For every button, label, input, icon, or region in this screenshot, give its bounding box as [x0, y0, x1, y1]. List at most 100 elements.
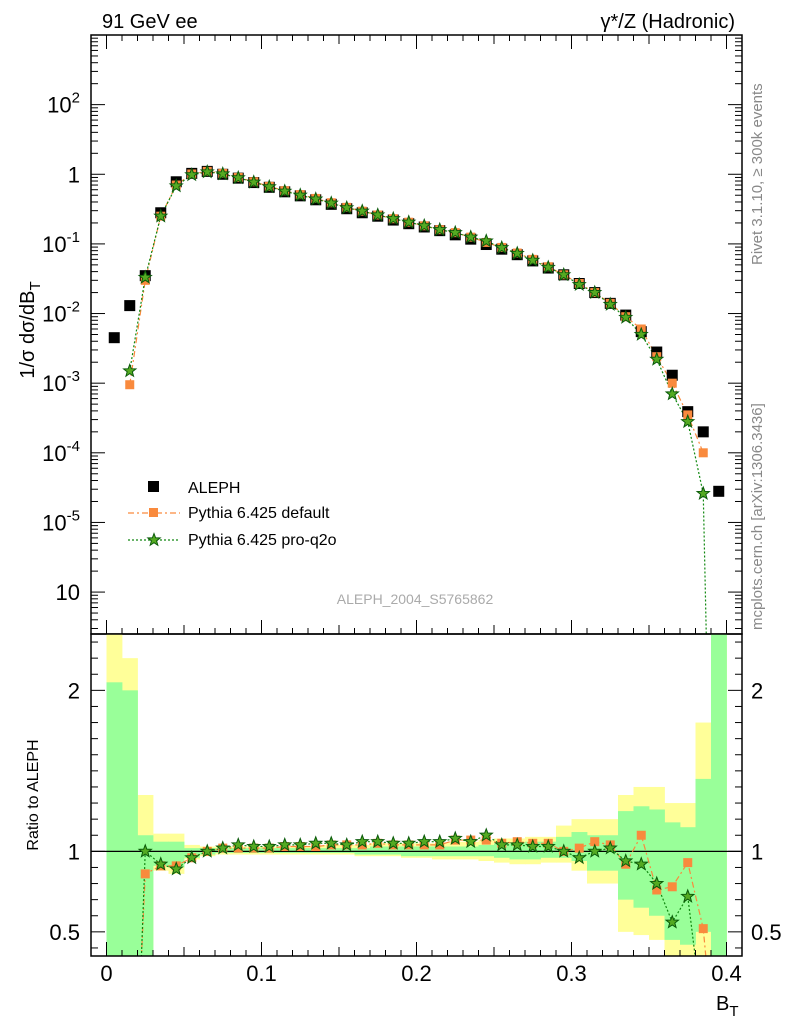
main-ytick-label-base: 10: [42, 232, 66, 257]
ratio-band-inner: [649, 809, 665, 916]
ratio-mc1-point: [481, 835, 491, 845]
main-ytick-label-exp: 2: [72, 90, 80, 107]
main-ytick-label-base: 10: [42, 302, 66, 327]
mc2-point: [649, 351, 665, 366]
main-ytick-label-base: 10: [42, 371, 66, 396]
mc2-point: [277, 183, 293, 198]
mc2-point: [432, 221, 448, 237]
main-ylabel-sub: T: [27, 281, 44, 290]
ratio-mc2-point: [463, 833, 479, 849]
ratio-mc1-point: [698, 924, 708, 934]
ratio-xtick-label: 0.3: [556, 961, 587, 986]
mc2-point: [385, 210, 401, 226]
main-ylabel-text: 1/σ dσ/dBT: [17, 281, 44, 378]
data-point: [697, 426, 709, 438]
ratio-ytick-label-right: 1: [751, 839, 763, 864]
main-ytick-label: 10-1: [42, 229, 80, 257]
ratio-mc2-point: [230, 836, 246, 852]
mc2-point: [261, 178, 277, 194]
ratio-mc2-point: [323, 835, 339, 850]
ratio-mc2-point: [618, 853, 634, 868]
mc2-point: [370, 207, 386, 222]
ratio-ytick-label: 2: [68, 678, 80, 703]
ratio-mc2-point: [556, 843, 572, 858]
ratio-mc2-point: [540, 838, 556, 853]
main-ytick-label: 10-5: [42, 507, 80, 535]
legend-marker-mc2: [146, 532, 162, 547]
main-watermark: ALEPH_2004_S5765862: [337, 591, 494, 607]
ratio-band-inner: [153, 841, 169, 866]
mc2-point: [478, 233, 494, 248]
main-ytick-label-exp: -5: [67, 507, 80, 524]
ratio-mc2-point: [153, 856, 169, 871]
mc2-point: [246, 174, 262, 189]
mc2-point: [664, 386, 680, 401]
ratio-xtick-label: 0.4: [711, 961, 742, 986]
mc2-point: [153, 208, 169, 223]
ratio-mc2-point: [246, 838, 262, 853]
ratio-band-inner: [339, 848, 355, 853]
legend-label-mc1: Pythia 6.425 default: [188, 505, 330, 522]
ratio-band-inner: [680, 827, 696, 945]
main-ytick-label: 102: [47, 90, 80, 118]
mc1-point: [125, 380, 135, 390]
mc2-point: [308, 191, 324, 206]
ratio-mc2-point: [277, 836, 293, 852]
ratio-line-mc1: [140, 833, 707, 956]
mc2-point: [401, 214, 417, 229]
mc2-point: [602, 296, 618, 311]
mc2-point: [416, 217, 432, 233]
mc2-point: [339, 199, 355, 215]
main-plot-marks: [108, 164, 725, 634]
ratio-xtick-label: 0.2: [401, 961, 432, 986]
data-point: [713, 485, 725, 497]
ratio-mc2-point: [401, 835, 417, 850]
ratio-xlabel-main: B: [716, 993, 729, 1015]
ratio-mc2-point: [478, 827, 494, 842]
ratio-mc1-point: [667, 882, 677, 892]
data-point: [666, 369, 678, 381]
ratio-mc2-point: [432, 833, 448, 849]
ratio-axis-ticks: 0.5 0.5 1 1 2 2 0 0.1 0.2 0.3 0.4: [49, 641, 782, 986]
mc2-point: [618, 309, 634, 324]
mc2-point: [525, 252, 541, 267]
rivet-note: Rivet 3.1.10, ≥ 300k events: [749, 83, 766, 265]
ratio-ylabel: Ratio to ALEPH: [25, 739, 42, 850]
ratio-mc2-point: [571, 849, 587, 865]
mc1-point: [667, 378, 677, 388]
ratio-mc2-point: [215, 840, 231, 855]
ratio-band-inner: [323, 848, 340, 853]
main-line-mc1: [129, 170, 704, 454]
mc1-point: [698, 448, 708, 458]
mc2-point: [695, 485, 711, 500]
header-right-label: γ*/Z (Hadronic): [601, 11, 735, 33]
mc2-point: [447, 224, 463, 240]
ratio-mc2-point: [385, 835, 401, 850]
mc2-point: [292, 187, 308, 202]
ratio-mc2-point: [184, 849, 200, 865]
ratio-mc2-point: [292, 836, 308, 852]
ratio-band-inner: [695, 778, 712, 932]
ratio-mc2-point: [525, 838, 541, 853]
mc2-point: [323, 195, 339, 210]
mc2-point: [215, 166, 231, 181]
ratio-xlabel-sub: T: [729, 1003, 738, 1020]
mc2-point: [494, 239, 510, 255]
ratio-mc2-point: [354, 833, 370, 849]
legend-label-mc2: Pythia 6.425 pro-q2o: [188, 532, 337, 549]
main-ytick-label-base: 10: [47, 93, 71, 118]
mcplots-note: mcplots.cern.ch [arXiv:1306.3436]: [749, 403, 766, 630]
main-ytick-label-base: 1: [68, 162, 80, 187]
ratio-mc1-point: [652, 885, 662, 895]
main-ytick-label-base: 10: [56, 580, 80, 605]
ratio-mc2-point: [261, 838, 277, 853]
main-ytick-label: 10: [56, 580, 80, 605]
main-ytick-label: 1: [68, 162, 80, 187]
mc2-point: [540, 259, 556, 274]
main-ytick-label-exp: -4: [67, 438, 80, 455]
data-point: [124, 300, 136, 312]
legend-marker-mc1: [149, 508, 158, 517]
ratio-mc2-point: [509, 836, 525, 852]
